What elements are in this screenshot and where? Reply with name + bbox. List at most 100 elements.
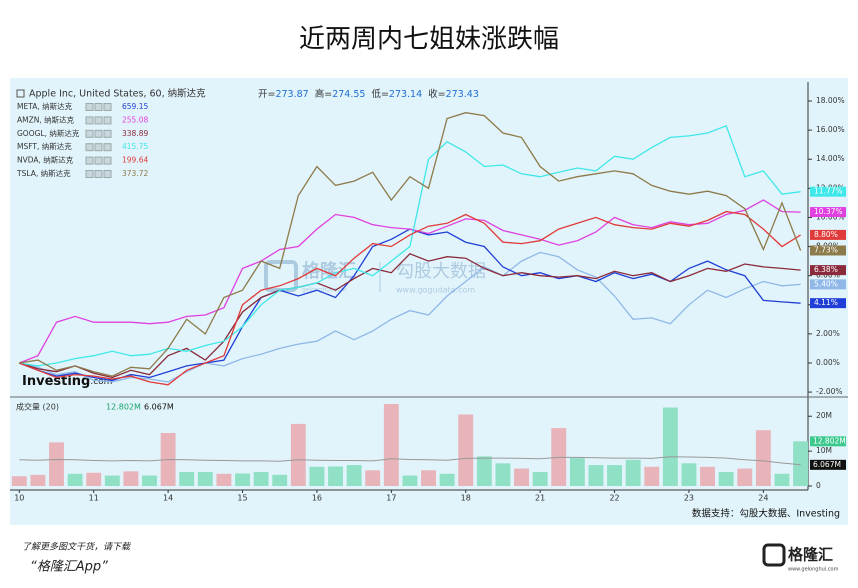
end-label-box	[810, 207, 846, 218]
legend: Apple Inc, United States, 60, 纳斯达克 开=273…	[16, 88, 479, 178]
y-tick-label: -2.00%	[816, 387, 843, 396]
collapse-icon	[16, 89, 25, 98]
volume-bar	[607, 465, 622, 486]
legend-icon	[94, 143, 103, 152]
volume-bar	[253, 472, 269, 486]
legend-price: 338.89	[122, 129, 148, 138]
volume-ma-line	[19, 456, 801, 466]
volume-bar	[309, 466, 325, 486]
ohlc-item: 收=273.43	[428, 88, 479, 100]
volume-bar	[476, 456, 492, 486]
volume-bar	[30, 474, 46, 486]
y-tick-label: 18.00%	[816, 96, 845, 105]
x-tick-label: 22	[609, 494, 619, 503]
legend-icon	[85, 103, 94, 111]
end-label: 4.11%	[814, 298, 838, 307]
legend-icon	[94, 103, 103, 111]
legend-icon	[85, 143, 94, 152]
x-tick-label: 18	[461, 494, 471, 503]
volume-bar	[383, 404, 399, 486]
series-line	[19, 124, 801, 367]
volume-bar	[662, 407, 678, 486]
watermark-data: 勾股大数据	[396, 261, 486, 282]
legend-icon	[94, 116, 103, 125]
x-tick-label: 14	[163, 494, 173, 503]
volume-bar	[346, 465, 362, 486]
legend-name: META, 纳斯达克	[17, 101, 73, 111]
legend-icon	[103, 143, 112, 152]
volume-bar	[569, 458, 585, 486]
volume-bar	[104, 475, 120, 486]
legend-icon	[85, 170, 94, 178]
volume-bar	[328, 466, 343, 486]
legend-price: 373.72	[122, 169, 148, 178]
end-label-box	[810, 245, 846, 256]
series-line	[19, 199, 801, 364]
volume-bar	[290, 423, 306, 486]
end-label: 6.38%	[814, 265, 838, 274]
volume-bar	[625, 459, 641, 486]
ohlc-item: 低=273.14	[371, 88, 422, 100]
main-legend-name: Apple Inc, United States, 60, 纳斯达克	[29, 88, 206, 100]
legend-icon	[85, 116, 94, 125]
x-tick-label: 15	[237, 494, 247, 503]
legend-name: AMZN, 纳斯达克	[17, 114, 75, 124]
legend-name: MSFT, 纳斯达克	[17, 141, 72, 151]
volume-tick-label: 0	[816, 481, 821, 490]
volume-tick-label: 10M	[816, 446, 832, 455]
volume-ma-box	[810, 459, 846, 470]
volume-bar	[737, 468, 753, 486]
volume-ma-end-label: 6.067M	[813, 460, 841, 469]
volume-bar	[86, 472, 102, 486]
volume-last: 12.802M	[106, 403, 141, 412]
volume-bar	[235, 473, 250, 486]
footer-url: www.gelonghui.com	[788, 567, 839, 573]
end-label: 8.80%	[814, 230, 838, 239]
ohlc-value: 274.55	[332, 89, 365, 100]
source-note: 数据支持：勾股大数据、Investing	[692, 508, 840, 520]
volume-last-box	[810, 436, 846, 447]
y-tick-label: 6.00%	[816, 271, 840, 280]
volume-bar	[142, 475, 157, 486]
volume-bar	[514, 468, 529, 486]
ohlc-label: 低=	[371, 88, 388, 100]
volume-bar	[681, 463, 697, 486]
volume-bar	[272, 474, 288, 486]
volume-bar	[365, 470, 381, 486]
end-label: 11.77%	[814, 187, 843, 196]
legend-icon	[94, 170, 103, 178]
legend-icon	[103, 129, 112, 138]
ohlc-value: 273.14	[389, 89, 422, 100]
chart-panel	[10, 78, 848, 525]
volume-bar	[402, 475, 418, 486]
series-line	[19, 210, 801, 386]
legend-price: 659.15	[122, 102, 148, 111]
volume-bar	[179, 472, 195, 486]
watermark-brand-url: gelonghui.com	[302, 287, 347, 294]
volume-ma: 6.067M	[144, 403, 174, 412]
volume-bar	[774, 473, 790, 486]
volume-bar	[718, 472, 734, 486]
ohlc-item: 开=273.87	[258, 89, 309, 100]
watermark-data-url: www.gogudata.com	[396, 286, 475, 295]
ohlc-item: 高=274.55	[315, 88, 366, 100]
end-label: 10.37%	[814, 207, 843, 216]
series-line	[19, 253, 801, 379]
end-label-box	[810, 229, 846, 240]
legend-icon	[85, 129, 94, 138]
x-tick-label: 17	[386, 494, 396, 503]
ohlc-value: 273.43	[446, 89, 479, 100]
volume-tick-label: 20M	[816, 411, 832, 420]
legend-icon	[103, 116, 112, 125]
volume-bar	[644, 466, 660, 486]
legend-name: NVDA, 纳斯达克	[17, 155, 74, 165]
volume-bar	[49, 442, 64, 486]
legend-price: 255.08	[122, 115, 148, 124]
footer-app: “格隆汇App”	[30, 560, 108, 575]
ohlc-label: 高=	[315, 88, 332, 100]
y-tick-label: 2.00%	[816, 329, 840, 338]
x-tick-label: 24	[758, 494, 768, 503]
volume-bar	[197, 472, 213, 486]
investing-name: Investing	[22, 374, 90, 389]
